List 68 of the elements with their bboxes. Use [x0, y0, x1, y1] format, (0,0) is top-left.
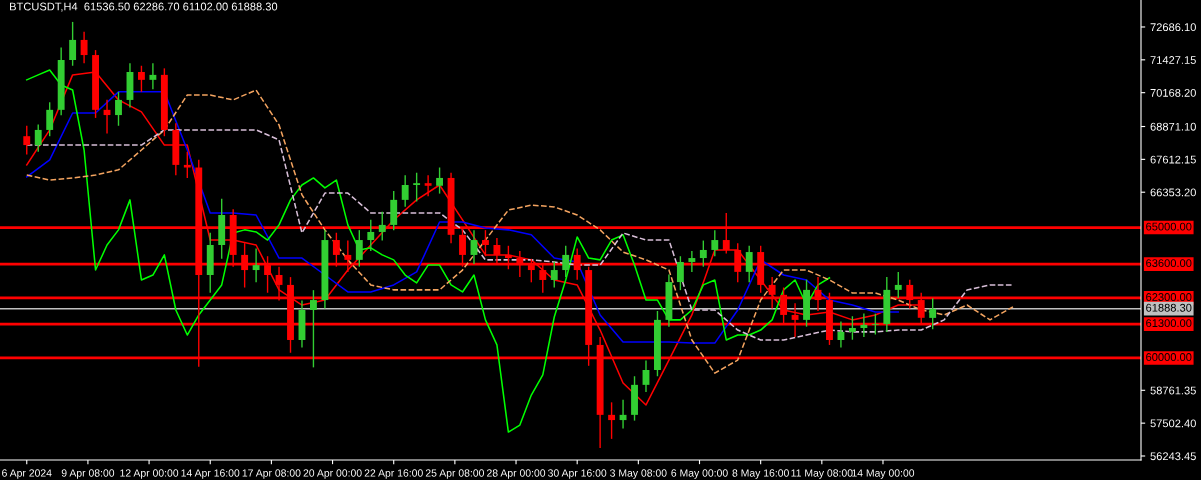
line-series: [25, 91, 900, 344]
x-tick-label: 17 Apr 08:00: [242, 469, 301, 479]
candlestick: [310, 289, 317, 369]
candlestick: [46, 101, 54, 137]
candlestick: [860, 312, 868, 338]
y-tick-label: 70168.20: [1150, 88, 1196, 97]
ref-line-label: 63600.00: [1146, 259, 1192, 268]
candlestick: [115, 91, 122, 127]
y-tick-label: 56243.45: [1150, 452, 1196, 461]
y-tick-label: 71427.15: [1150, 56, 1196, 64]
x-tick-label: 12 Apr 00:00: [120, 469, 179, 479]
x-tick-label: 9 Apr 08:00: [61, 469, 115, 479]
ref-line-label: 65000.00: [1146, 222, 1192, 231]
candlestick: [252, 247, 260, 284]
candlestick: [562, 245, 570, 278]
candlestick: [436, 166, 444, 195]
x-tick-label: 28 Apr 00:00: [487, 469, 546, 479]
x-tick-label: 6 Apr 2024: [2, 469, 52, 479]
chart-title: BTCUSDT,H4 61536.50 62286.70 61102.00 61888.30: [10, 2, 278, 12]
candlestick: [871, 312, 879, 336]
candlestick: [149, 62, 157, 90]
candlestick: [137, 65, 145, 93]
x-tick-label: 14 Apr 16:00: [181, 469, 240, 479]
x-tick-label: 22 Apr 16:00: [364, 469, 423, 479]
x-tick-label: 14 May 00:00: [852, 469, 915, 479]
candlestick: [848, 315, 856, 341]
x-tick-label: 11 May 08:00: [791, 469, 853, 479]
x-tick-label: 25 Apr 08:00: [425, 469, 485, 479]
candlestick: [80, 31, 88, 64]
line-series: [25, 89, 1014, 374]
candlestick: [699, 239, 707, 268]
candlestick: [378, 211, 386, 242]
y-tick-label: 66353.20: [1150, 188, 1196, 197]
candlestick: [367, 218, 375, 252]
x-tick-label: 30 Apr 16:00: [548, 469, 607, 479]
candlestick: [550, 260, 558, 289]
candlestick: [482, 229, 489, 257]
candlestick: [676, 255, 684, 291]
candlestick: [424, 174, 432, 197]
candlestick: [608, 401, 616, 440]
candlestick: [69, 21, 77, 67]
x-tick-label: 6 May 00:00: [671, 469, 728, 479]
candlestick: [401, 174, 409, 208]
candlestick: [355, 229, 363, 268]
y-tick-label: 72686.10: [1150, 23, 1196, 32]
x-tick-label: 8 May 16:00: [732, 469, 789, 479]
candlestick: [894, 271, 902, 299]
candlestick: [34, 123, 42, 153]
candlestick: [413, 172, 421, 203]
candlestick: [745, 245, 753, 284]
candlestick: [711, 229, 719, 257]
candlestick: [688, 250, 696, 273]
candlestick: [23, 125, 31, 156]
line-series: [25, 129, 1014, 341]
x-tick-label: 3 May 08:00: [610, 469, 667, 479]
candlestick: [183, 151, 191, 179]
ref-line-label: 60000.00: [1146, 353, 1192, 361]
y-tick-label: 68871.10: [1150, 122, 1196, 131]
y-tick-label: 57502.40: [1150, 419, 1196, 428]
candlestick: [837, 320, 845, 349]
y-tick-label: 58761.35: [1150, 386, 1196, 395]
line-series: [25, 69, 831, 433]
x-tick-label: 20 Apr 00:00: [303, 469, 362, 479]
ref-line-label: 61300.00: [1146, 319, 1192, 328]
candlestick: [929, 297, 937, 330]
ref-line-label: 61888.30: [1146, 303, 1192, 312]
y-tick-label: 67612.15: [1150, 155, 1196, 164]
ref-line-label: 62300.00: [1146, 293, 1192, 301]
